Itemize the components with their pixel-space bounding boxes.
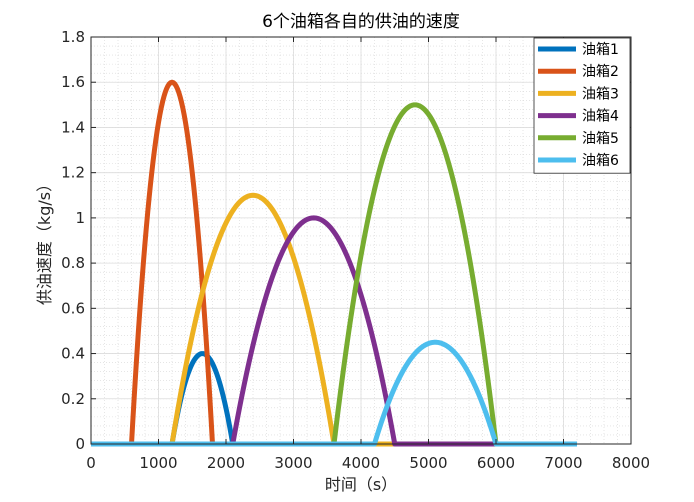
- y-tick-label: 0.6: [61, 299, 85, 317]
- legend-label-2: 油箱2: [582, 64, 619, 80]
- legend-label-1: 油箱1: [582, 42, 619, 58]
- legend-label-3: 油箱3: [582, 86, 619, 102]
- legend-label-4: 油箱4: [582, 109, 619, 125]
- legend: 油箱1 油箱2 油箱3 油箱4 油箱5 油箱6: [533, 37, 631, 174]
- x-axis-label: 时间（s）: [325, 475, 397, 494]
- x-tick-label: 3000: [274, 454, 312, 472]
- x-tick-label: 4000: [342, 454, 380, 472]
- y-axis-label: 供油速度（kg/s）: [35, 176, 54, 305]
- legend-label-5: 油箱5: [582, 131, 619, 147]
- y-tick-label: 1.8: [61, 28, 85, 46]
- y-tick-label: 0: [75, 435, 85, 453]
- legend-label-6: 油箱6: [582, 153, 619, 169]
- chart-title: 6个油箱各自的供油的速度: [262, 12, 460, 32]
- x-tick-label: 1000: [139, 454, 177, 472]
- legend-box: [533, 37, 631, 174]
- y-tick-label: 0.8: [61, 254, 85, 272]
- y-tick-label: 1.4: [61, 118, 85, 136]
- y-tick-label: 0.2: [61, 390, 85, 408]
- y-tick-label: 1: [75, 209, 85, 227]
- y-tick-label: 0.4: [61, 345, 85, 363]
- ticks: 0 1000 2000 3000 4000 5000 6000 7000 8000 0 0.2 0.4…: [61, 28, 650, 472]
- x-tick-label: 2000: [207, 454, 245, 472]
- x-tick-label: 6000: [477, 454, 515, 472]
- x-tick-label: 8000: [612, 454, 650, 472]
- series-line-4: [89, 215, 579, 447]
- x-tick-label: 7000: [544, 454, 582, 472]
- x-tick-label: 0: [86, 454, 96, 472]
- y-tick-label: 1.2: [61, 164, 85, 182]
- x-tick-label: 5000: [409, 454, 447, 472]
- y-tick-label: 1.6: [61, 73, 85, 91]
